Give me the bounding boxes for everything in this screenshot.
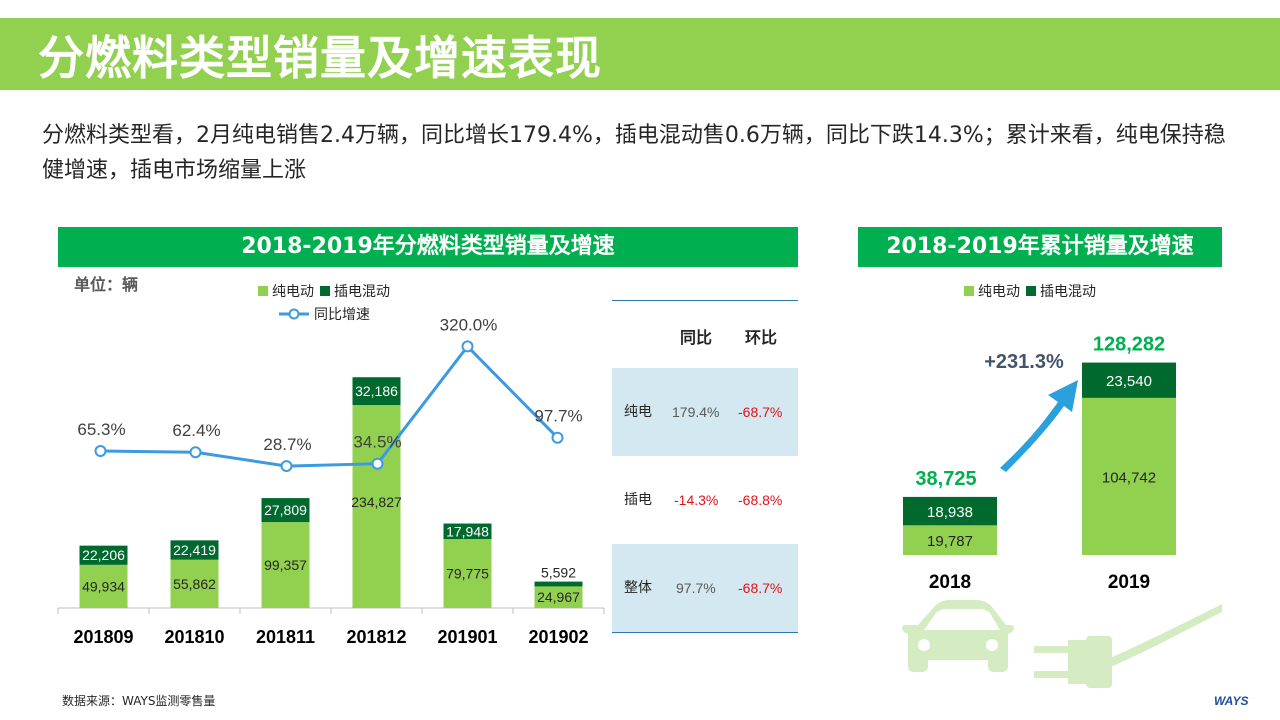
left-legend: 纯电动 插电混动: [258, 281, 390, 301]
bev-value-label: 234,827: [351, 494, 402, 510]
x-tick-label: 201811: [256, 627, 315, 647]
growth-table: 同比 环比 纯电 179.4% -68.7% 插电 -14.3% -68.8% …: [612, 300, 798, 633]
legend-phev-label: 插电混动: [1040, 284, 1096, 300]
table-col-yoy: 同比: [680, 328, 713, 347]
x-tick-label: 201809: [73, 627, 133, 647]
row-mom: -68.7%: [738, 404, 783, 420]
yoy-point: [551, 431, 564, 444]
yoy-label: 97.7%: [534, 407, 582, 426]
bar-bev: [903, 525, 997, 555]
bev-value-label: 104,742: [1102, 469, 1156, 486]
yoy-line: [100, 344, 559, 468]
table-col-mom: 环比: [745, 328, 778, 347]
x-tick-label: 201812: [346, 627, 406, 647]
legend-line-label: 同比增速: [314, 307, 370, 323]
bar-phev: [903, 496, 997, 526]
bev-value-label: 19,787: [927, 533, 973, 550]
bev-value-label: 24,967: [537, 589, 580, 605]
plug-icon: [1034, 604, 1222, 688]
bar-phev: [1082, 362, 1176, 398]
x-tick-label: 201902: [528, 627, 588, 647]
yoy-label: 320.0%: [440, 315, 498, 334]
page-description: 分燃料类型看，2月纯电销售2.4万辆，同比增长179.4%，插电混动售0.6万辆…: [42, 123, 1226, 183]
row-yoy: 97.7%: [676, 580, 716, 596]
yoy-label: 28.7%: [263, 435, 311, 454]
row-yoy: 179.4%: [672, 404, 720, 420]
x-tick-label: 201810: [164, 627, 224, 647]
bar-phev: [170, 540, 219, 560]
x-tick-label: 2018: [929, 572, 971, 593]
legend-bev-label: 纯电动: [272, 284, 314, 300]
phev-value-label: 22,419: [173, 542, 216, 558]
legend-bev-label: 纯电动: [978, 284, 1020, 300]
x-tick-label: 2019: [1108, 572, 1150, 593]
bar-phev: [261, 498, 310, 523]
x-tick-label: 201901: [437, 627, 497, 647]
row-label: 插电: [624, 492, 652, 508]
bar-bev: [534, 586, 583, 608]
phev-value-label: 27,809: [264, 502, 307, 518]
left-legend-line: 同比增速: [278, 304, 370, 324]
table-row: 纯电 179.4% -68.7%: [612, 368, 798, 456]
bev-value-label: 55,862: [173, 576, 216, 592]
yoy-point: [461, 340, 474, 353]
bar-bev: [1082, 397, 1176, 555]
total-value-label: 128,282: [1093, 334, 1165, 356]
bar-phev: [534, 581, 583, 587]
phev-value-label: 22,206: [82, 547, 125, 563]
yoy-point: [94, 445, 107, 458]
yoy-point: [189, 446, 202, 459]
row-label: 整体: [624, 580, 652, 596]
bar-phev: [79, 545, 128, 565]
row-mom: -68.8%: [738, 492, 783, 508]
yoy-point: [371, 457, 384, 470]
bar-bev: [352, 405, 401, 608]
yoy-label: 65.3%: [77, 420, 125, 439]
yoy-point: [280, 460, 293, 473]
row-mom: -68.7%: [738, 580, 783, 596]
bar-bev: [79, 564, 128, 608]
left-chart-header: 2018-2019年分燃料类型销量及增速: [58, 227, 798, 267]
table-row: 整体 97.7% -68.7%: [612, 544, 798, 633]
yoy-label: 34.5%: [353, 433, 401, 452]
growth-annotation: +231.3%: [984, 351, 1064, 373]
car-icon: [902, 600, 1014, 672]
total-value-label: 38,725: [915, 468, 976, 490]
bar-phev: [443, 523, 492, 540]
phev-swatch: [1026, 286, 1036, 296]
phev-swatch: [320, 286, 330, 296]
page-title: 分燃料类型销量及增速表现: [38, 31, 602, 85]
unit-label: 单位：辆: [74, 275, 139, 294]
bev-swatch: [964, 286, 974, 296]
right-legend: 纯电动 插电混动: [964, 281, 1096, 301]
phev-value-label: 18,938: [927, 504, 973, 521]
legend-phev-label: 插电混动: [334, 284, 390, 300]
bar-bev: [170, 559, 219, 608]
bev-swatch: [258, 286, 268, 296]
bev-value-label: 79,775: [446, 566, 489, 582]
title-bar: [0, 18, 1280, 90]
table-header: 同比 环比: [612, 300, 798, 369]
growth-arrow-icon: [1000, 380, 1078, 472]
yoy-label: 62.4%: [172, 421, 220, 440]
row-yoy: -14.3%: [674, 492, 719, 508]
bev-value-label: 99,357: [264, 557, 307, 573]
bar-phev: [352, 377, 401, 406]
table-row: 插电 -14.3% -68.8%: [612, 456, 798, 544]
phev-value-label: 5,592: [541, 565, 576, 581]
data-source: 数据来源：WAYS监测零售量: [62, 694, 216, 708]
line-legend-marker: [279, 308, 309, 320]
ways-logo: WAYS: [1214, 694, 1249, 708]
bev-value-label: 49,934: [82, 578, 125, 594]
right-chart-header: 2018-2019年累计销量及增速: [858, 227, 1222, 267]
bar-bev: [443, 539, 492, 608]
bar-bev: [261, 522, 310, 608]
phev-value-label: 23,540: [1106, 373, 1152, 390]
row-label: 纯电: [624, 404, 652, 420]
phev-value-label: 17,948: [446, 523, 489, 539]
phev-value-label: 32,186: [355, 383, 398, 399]
